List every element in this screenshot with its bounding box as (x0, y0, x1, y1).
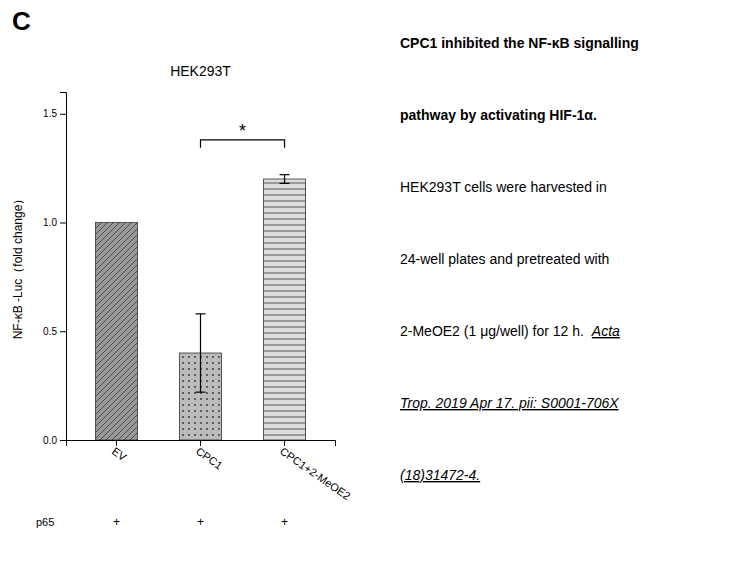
x-tick-label: CPC1 (194, 445, 225, 472)
annotation: Trop. 2019 Apr 17. pii: S0001-706X (400, 395, 619, 411)
error-bar-stem (200, 314, 201, 392)
error-bar-stem (284, 175, 285, 184)
row-label: + (281, 515, 288, 529)
y-tick-mark (60, 440, 66, 441)
y-axis-title: NF-κB -Luc（fold change） (11, 193, 25, 340)
significance-bracket (201, 140, 285, 148)
y-tick-label: 0.0 (43, 435, 57, 446)
bar (264, 179, 306, 440)
annotation: CPC1 inhibited the NF-κB signalling (400, 35, 639, 51)
significance-label: * (239, 121, 246, 141)
bar (95, 223, 137, 441)
x-tick: CPC1+2-MeOE2 (278, 440, 353, 502)
plot-area (95, 140, 305, 440)
y-tick-label: 1.0 (43, 217, 57, 228)
row-label: + (197, 515, 204, 529)
annotation: Acta (591, 323, 620, 339)
y-tick-label: 1.5 (43, 108, 57, 119)
y-tick: 0.5 (43, 326, 66, 337)
row-label: + (113, 515, 120, 529)
y-tick: 0.0 (43, 435, 66, 446)
error-bar-cap (280, 183, 290, 184)
y-axis: 0.0 0.5 1.0 1.5 (43, 93, 66, 446)
x-axis: EV CPC1 CPC1+2-MeOE2 (67, 440, 353, 502)
error-bar (196, 314, 206, 392)
annotations: CPC1 inhibited the NF-κB signalling pathw… (400, 35, 639, 483)
title: HEK293T (170, 63, 231, 79)
x-tick-label: EV (110, 445, 129, 464)
y-axis-line (60, 93, 67, 441)
annotation: (18)31472-4. (400, 467, 480, 483)
chart: 0.0 0.5 1.0 1.5 EV CPC1 CPC1+2-MeOE2 * p65 + + + HEK… (0, 0, 756, 567)
y-tick-label: 0.5 (43, 326, 57, 337)
panel-label: C (12, 6, 31, 36)
annotation: HEK293T cells were harvested in (400, 179, 607, 195)
y-tick-mark (60, 223, 66, 224)
error-bar (280, 175, 290, 184)
x-tick: CPC1 (194, 440, 225, 472)
error-bar-cap (196, 313, 206, 314)
annotation: 2-MeOE2 (1 μg/well) for 12 h. (400, 323, 588, 339)
error-bar-cap (196, 392, 206, 393)
y-tick-mark (60, 114, 66, 115)
x-tick: EV (110, 440, 129, 464)
labels: * p65 + + + HEK293T NF-κB -Luc（fold change） (11, 63, 288, 529)
annotation: 24-well plates and pretreated with (400, 251, 609, 267)
x-tick-label: CPC1+2-MeOE2 (278, 445, 353, 502)
error-bar-cap (280, 174, 290, 175)
y-tick: 1.0 (43, 217, 66, 228)
row-name: p65 (36, 516, 54, 528)
annotation: pathway by activating HIF-1α. (400, 107, 597, 123)
y-tick: 1.5 (43, 108, 66, 119)
y-tick-mark (60, 331, 66, 332)
